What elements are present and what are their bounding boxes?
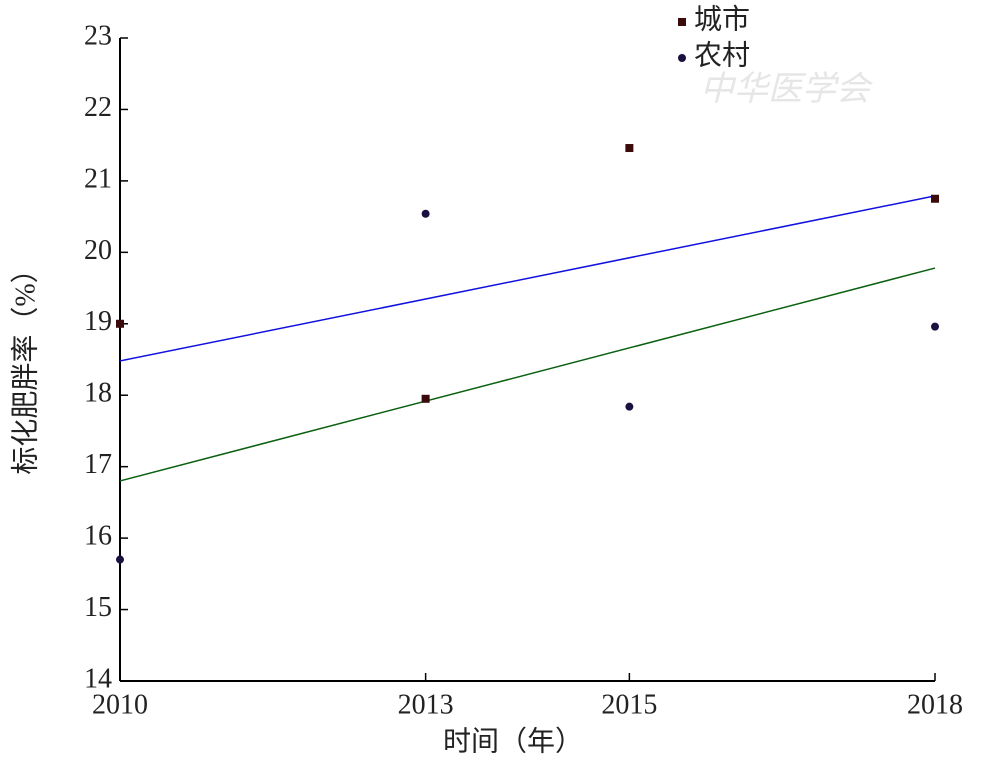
y-tick-label: 20 [84,235,112,266]
trend-line [119,267,936,482]
legend-label: 农村 [694,39,750,71]
watermark: 中华医学会 [700,71,874,108]
point [116,319,124,328]
x-tick-label: 2015 [601,689,657,720]
legend-label: 城市 [694,3,750,35]
x-axis-label: 时间（年） [443,725,583,757]
y-tick-label: 17 [84,449,112,480]
y-axis-label: 标化肥胖率（%） [9,255,41,474]
legend-marker [678,54,686,62]
point [931,322,939,331]
point [116,555,124,564]
point [625,144,634,153]
y-tick-label: 16 [84,521,112,552]
y-tick-label: 21 [84,163,112,194]
trend-line [119,195,936,362]
point [421,394,430,403]
y-tick-label: 14 [84,663,112,694]
legend-marker [678,18,686,26]
x-tick-label: 2018 [907,689,963,720]
x-tick-label: 2010 [92,689,148,720]
point [421,209,430,218]
y-tick-label: 23 [84,20,112,51]
y-tick-label: 15 [84,592,112,623]
point [931,194,939,203]
point [625,402,634,411]
x-tick-label: 2013 [398,689,454,720]
y-tick-label: 18 [84,378,112,409]
y-tick-label: 19 [84,306,112,337]
y-tick-label: 22 [84,92,112,123]
